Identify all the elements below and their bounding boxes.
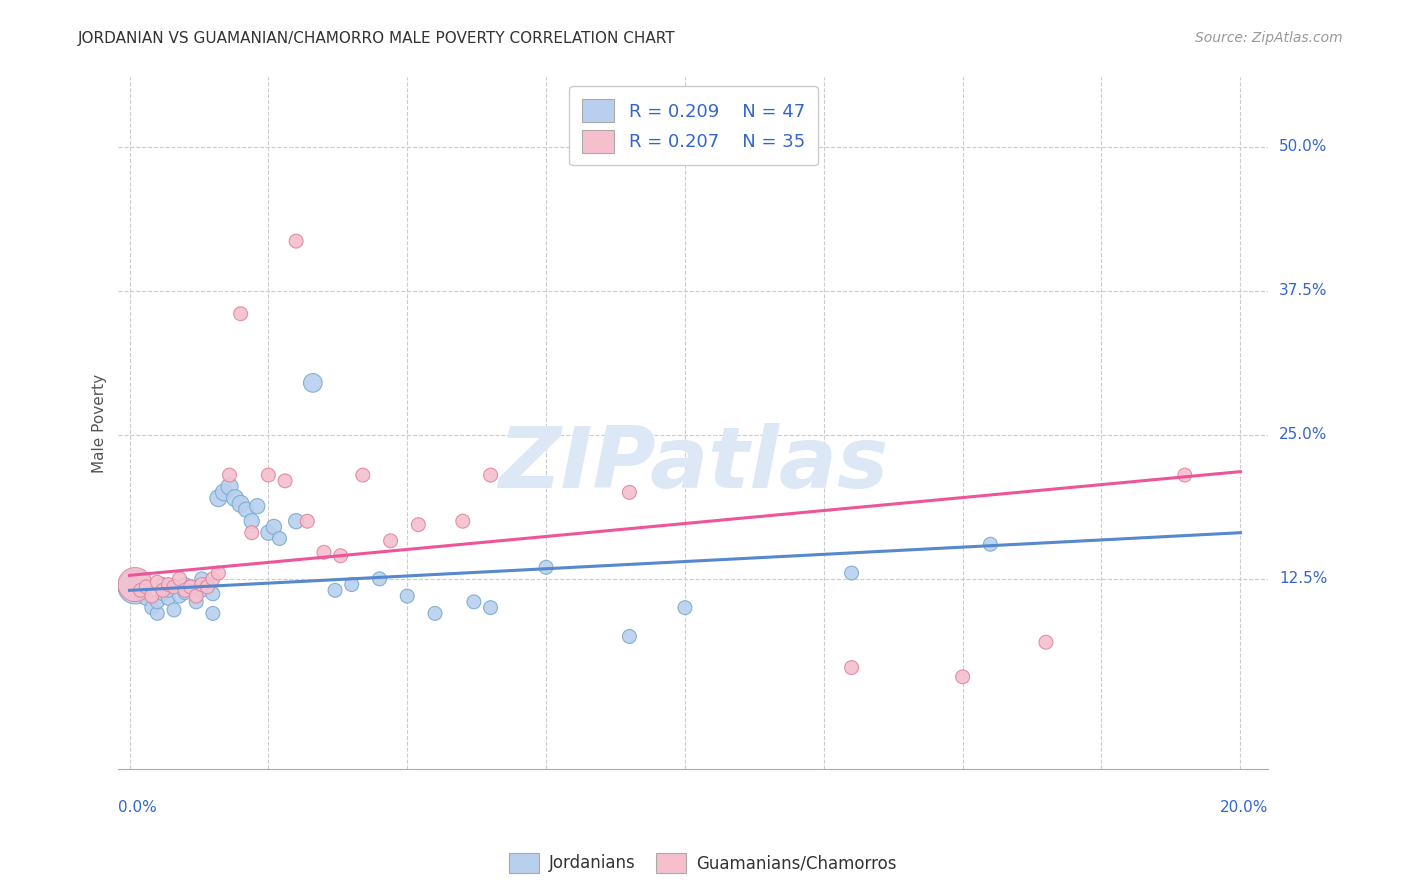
- Text: 25.0%: 25.0%: [1279, 427, 1327, 442]
- Text: 37.5%: 37.5%: [1279, 283, 1327, 298]
- Point: [152, 587, 174, 601]
- Text: Source: ZipAtlas.com: Source: ZipAtlas.com: [1195, 31, 1343, 45]
- Text: 12.5%: 12.5%: [1279, 571, 1327, 586]
- Point: [1035, 635, 1057, 649]
- Point: [157, 577, 180, 591]
- Point: [246, 499, 269, 513]
- Point: [240, 525, 263, 540]
- Point: [201, 587, 224, 601]
- Point: [479, 468, 502, 483]
- Point: [186, 595, 208, 609]
- Point: [201, 572, 224, 586]
- Point: [229, 497, 252, 511]
- Point: [285, 514, 308, 528]
- Point: [1174, 468, 1197, 483]
- Point: [380, 533, 402, 548]
- Point: [163, 580, 186, 594]
- Legend: Jordanians, Guamanians/Chamorros: Jordanians, Guamanians/Chamorros: [503, 847, 903, 880]
- Point: [212, 485, 235, 500]
- Point: [141, 600, 163, 615]
- Point: [329, 549, 352, 563]
- Point: [129, 585, 152, 599]
- Point: [263, 520, 285, 534]
- Point: [408, 517, 430, 532]
- Point: [129, 583, 152, 598]
- Text: ZIPatlas: ZIPatlas: [498, 423, 889, 507]
- Point: [396, 589, 419, 603]
- Text: 20.0%: 20.0%: [1220, 799, 1268, 814]
- Point: [135, 580, 157, 594]
- Point: [479, 600, 502, 615]
- Point: [157, 591, 180, 606]
- Point: [240, 514, 263, 528]
- Point: [124, 580, 146, 594]
- Point: [174, 585, 197, 599]
- Point: [190, 572, 212, 586]
- Point: [285, 234, 308, 248]
- Point: [340, 577, 363, 591]
- Point: [463, 595, 485, 609]
- Point: [257, 525, 280, 540]
- Point: [423, 607, 446, 621]
- Point: [207, 491, 229, 505]
- Point: [146, 575, 169, 590]
- Point: [190, 583, 212, 598]
- Point: [174, 583, 197, 598]
- Point: [619, 485, 641, 500]
- Point: [169, 589, 191, 603]
- Point: [235, 502, 257, 516]
- Point: [180, 580, 202, 594]
- Text: 50.0%: 50.0%: [1279, 139, 1327, 154]
- Point: [979, 537, 1001, 551]
- Legend: R = 0.209    N = 47, R = 0.207    N = 35: R = 0.209 N = 47, R = 0.207 N = 35: [569, 87, 817, 165]
- Point: [135, 591, 157, 606]
- Point: [619, 630, 641, 644]
- Point: [323, 583, 346, 598]
- Point: [207, 566, 229, 580]
- Point: [124, 577, 146, 591]
- Point: [163, 580, 186, 594]
- Point: [257, 468, 280, 483]
- Point: [312, 545, 335, 559]
- Point: [190, 577, 212, 591]
- Point: [673, 600, 696, 615]
- Point: [146, 595, 169, 609]
- Point: [195, 577, 218, 591]
- Point: [451, 514, 474, 528]
- Point: [841, 566, 863, 580]
- Point: [180, 580, 202, 594]
- Point: [152, 583, 174, 598]
- Point: [952, 670, 974, 684]
- Text: JORDANIAN VS GUAMANIAN/CHAMORRO MALE POVERTY CORRELATION CHART: JORDANIAN VS GUAMANIAN/CHAMORRO MALE POV…: [77, 31, 675, 46]
- Point: [141, 589, 163, 603]
- Point: [534, 560, 557, 574]
- Point: [218, 480, 240, 494]
- Point: [169, 572, 191, 586]
- Point: [301, 376, 323, 390]
- Point: [152, 577, 174, 591]
- Point: [269, 532, 291, 546]
- Y-axis label: Male Poverty: Male Poverty: [93, 374, 107, 473]
- Point: [157, 583, 180, 598]
- Point: [229, 307, 252, 321]
- Point: [195, 580, 218, 594]
- Point: [186, 589, 208, 603]
- Text: 0.0%: 0.0%: [118, 799, 157, 814]
- Point: [224, 491, 246, 505]
- Point: [163, 603, 186, 617]
- Point: [297, 514, 319, 528]
- Point: [218, 468, 240, 483]
- Point: [174, 577, 197, 591]
- Point: [274, 474, 297, 488]
- Point: [146, 607, 169, 621]
- Point: [201, 607, 224, 621]
- Point: [368, 572, 391, 586]
- Point: [841, 660, 863, 674]
- Point: [352, 468, 374, 483]
